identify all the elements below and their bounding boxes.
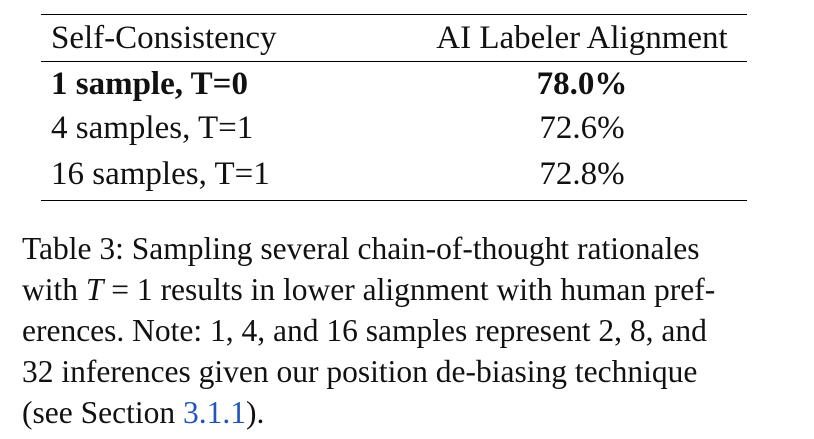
row-alignment: 78.0% bbox=[536, 65, 628, 102]
table-row: 16 samples, T=1 72.8% bbox=[41, 150, 747, 201]
table-caption: Table 3: Sampling several chain-of-thoug… bbox=[22, 228, 782, 433]
caption-text: with bbox=[22, 272, 86, 307]
caption-text: (see Section bbox=[22, 395, 183, 430]
caption-line: erences. Note: 1, 4, and 16 samples repr… bbox=[22, 313, 707, 348]
self-consistency-table: Self-Consistency AI Labeler Alignment 1 … bbox=[41, 14, 747, 201]
table-row: 1 sample, T=0 78.0% bbox=[41, 62, 747, 107]
row-setting: 1 sample, T=0 bbox=[51, 65, 248, 102]
caption-text: ). bbox=[245, 395, 265, 430]
caption-text: results in lower alignment with human pr… bbox=[152, 272, 716, 307]
header-self-consistency: Self-Consistency bbox=[51, 19, 277, 56]
header-ai-labeler-alignment: AI Labeler Alignment bbox=[436, 19, 728, 56]
row-alignment: 72.6% bbox=[539, 109, 625, 146]
caption-line: 32 inferences given our position de-bias… bbox=[22, 354, 698, 389]
row-alignment: 72.8% bbox=[539, 155, 625, 192]
math-equation: = 1 bbox=[103, 272, 153, 307]
table-row: 4 samples, T=1 72.6% bbox=[41, 106, 747, 150]
section-reference-link[interactable]: 3.1.1 bbox=[182, 395, 246, 430]
caption-line: with T = 1 results in lower alignment wi… bbox=[22, 269, 782, 310]
caption-line: Table 3: Sampling several chain-of-thoug… bbox=[22, 231, 700, 266]
table-header-row: Self-Consistency AI Labeler Alignment bbox=[41, 14, 747, 62]
row-setting: 4 samples, T=1 bbox=[51, 109, 254, 146]
caption-line: (see Section 3.1.1). bbox=[22, 392, 782, 433]
row-setting: 16 samples, T=1 bbox=[51, 155, 270, 192]
math-variable: T bbox=[85, 272, 104, 307]
results-table-container: Self-Consistency AI Labeler Alignment 1 … bbox=[41, 14, 747, 201]
